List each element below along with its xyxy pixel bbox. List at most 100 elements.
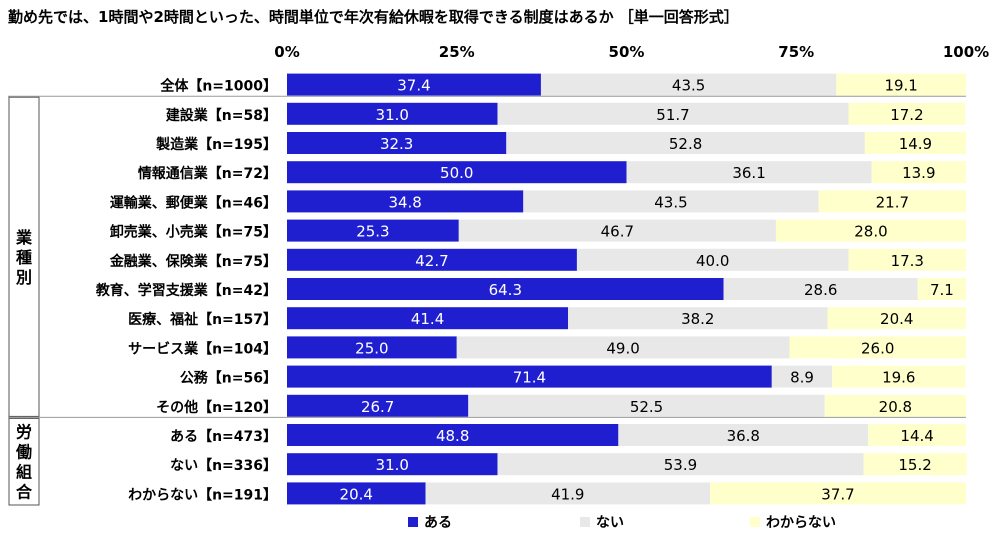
bar-segment bbox=[832, 365, 966, 388]
chart-title: 勤め先では、1時間や2時間といった、時間単位で年次有給休暇を取得できる制度はある… bbox=[8, 8, 739, 26]
bar-segment bbox=[506, 132, 865, 154]
category-label: ある【n=473】 bbox=[170, 429, 277, 445]
bar-segment bbox=[287, 161, 627, 184]
bar-segment bbox=[868, 424, 966, 446]
category-label: 公務【n=56】 bbox=[180, 370, 277, 387]
group-label-char: 合 bbox=[16, 483, 33, 502]
bar-segment bbox=[626, 161, 872, 184]
bar-segment bbox=[456, 336, 790, 359]
data-label: 8.9 bbox=[790, 369, 814, 387]
data-label: 48.8 bbox=[436, 427, 469, 445]
data-label: 14.9 bbox=[899, 135, 932, 153]
data-label: 36.1 bbox=[732, 164, 765, 182]
bar-segment bbox=[836, 73, 966, 96]
data-label: 64.3 bbox=[489, 281, 522, 299]
bar-segment bbox=[287, 73, 541, 96]
bar-segment bbox=[468, 394, 825, 417]
group-label-char: 組 bbox=[16, 463, 32, 482]
bar-segment bbox=[287, 365, 772, 388]
legend-swatch-nai bbox=[580, 517, 590, 527]
bar-segment bbox=[917, 278, 966, 300]
bar-segment bbox=[287, 307, 569, 330]
bar-segment bbox=[789, 336, 966, 359]
bar-segment bbox=[827, 307, 966, 330]
x-tick-label: 25% bbox=[439, 43, 475, 61]
bar-segment bbox=[771, 365, 833, 388]
bar-segment bbox=[287, 132, 507, 154]
data-label: 51.7 bbox=[656, 106, 689, 124]
bar-segment bbox=[824, 394, 966, 417]
bar-segment bbox=[497, 453, 864, 476]
bar-segment bbox=[863, 453, 967, 476]
legend-item-wakaranai: わからない bbox=[750, 512, 836, 532]
data-label: 49.0 bbox=[606, 339, 639, 357]
bar-segment bbox=[425, 482, 711, 505]
data-label: 43.5 bbox=[654, 193, 687, 211]
bar-segment bbox=[287, 102, 498, 125]
category-label: 建設業【n=58】 bbox=[166, 107, 277, 124]
bar-segment bbox=[848, 248, 966, 271]
group-box bbox=[8, 417, 40, 506]
data-label: 20.4 bbox=[340, 485, 373, 503]
legend-label-wakaranai: わからない bbox=[766, 515, 836, 531]
category-label: ない【n=336】 bbox=[170, 458, 277, 474]
bar-segment bbox=[287, 248, 577, 271]
legend-swatch-aru bbox=[408, 517, 418, 527]
data-label: 71.4 bbox=[513, 369, 546, 387]
data-label: 14.4 bbox=[900, 427, 933, 445]
data-label: 50.0 bbox=[440, 164, 473, 182]
group-box bbox=[8, 96, 40, 417]
group-label-char: 業 bbox=[15, 228, 33, 247]
group-label-char: 種 bbox=[16, 248, 32, 267]
data-label: 13.9 bbox=[902, 164, 935, 182]
data-label: 52.5 bbox=[630, 398, 663, 416]
category-label: 教育、学習支援業【n=42】 bbox=[96, 282, 277, 299]
data-label: 28.6 bbox=[804, 281, 837, 299]
category-label: 情報通信業【n=72】 bbox=[138, 165, 277, 182]
category-label: その他【n=120】 bbox=[156, 399, 277, 416]
data-label: 37.4 bbox=[397, 77, 430, 95]
data-label: 26.7 bbox=[361, 398, 394, 416]
data-label: 31.0 bbox=[376, 106, 409, 124]
category-label: サービス業【n=104】 bbox=[128, 340, 277, 357]
data-label: 31.0 bbox=[376, 456, 409, 474]
data-label: 41.9 bbox=[551, 485, 584, 503]
legend-label-nai: ない bbox=[596, 515, 624, 531]
data-label: 25.0 bbox=[355, 339, 388, 357]
bar-segment bbox=[568, 307, 828, 330]
data-label: 7.1 bbox=[930, 281, 954, 299]
data-label: 53.9 bbox=[664, 456, 697, 474]
data-label: 17.2 bbox=[890, 106, 923, 124]
data-label: 52.8 bbox=[669, 135, 702, 153]
x-tick-label: 75% bbox=[778, 43, 814, 61]
legend-item-aru: ある bbox=[408, 512, 452, 532]
bar-segment bbox=[523, 190, 819, 213]
bar-segment bbox=[287, 190, 524, 213]
bar-segment bbox=[287, 219, 459, 242]
data-label: 15.2 bbox=[898, 456, 931, 474]
bar-segment bbox=[540, 73, 837, 96]
category-label: 全体【n=1000】 bbox=[159, 78, 277, 95]
category-label: 卸売業、小売業【n=75】 bbox=[110, 224, 277, 241]
bar-segment bbox=[287, 336, 457, 359]
data-label: 19.6 bbox=[882, 369, 915, 387]
data-label: 42.7 bbox=[415, 252, 448, 270]
bar-segment bbox=[576, 248, 849, 271]
data-label: 28.0 bbox=[854, 223, 887, 241]
bar-segment bbox=[818, 190, 966, 213]
category-label: 金融業、保険業【n=75】 bbox=[109, 253, 277, 270]
category-label: 製造業【n=195】 bbox=[155, 136, 277, 153]
data-label: 34.8 bbox=[388, 193, 421, 211]
data-label: 21.7 bbox=[876, 193, 909, 211]
data-label: 19.1 bbox=[884, 77, 917, 95]
legend-swatch-wakaranai bbox=[750, 517, 760, 527]
data-label: 40.0 bbox=[696, 252, 729, 270]
data-label: 20.4 bbox=[880, 310, 913, 328]
data-label: 41.4 bbox=[411, 310, 444, 328]
bar-segment bbox=[723, 278, 918, 300]
bar-segment bbox=[710, 482, 966, 505]
group-label-char: 別 bbox=[16, 268, 32, 287]
data-label: 20.8 bbox=[879, 398, 912, 416]
x-tick-label: 0% bbox=[274, 43, 299, 61]
bar-segment bbox=[458, 219, 776, 242]
